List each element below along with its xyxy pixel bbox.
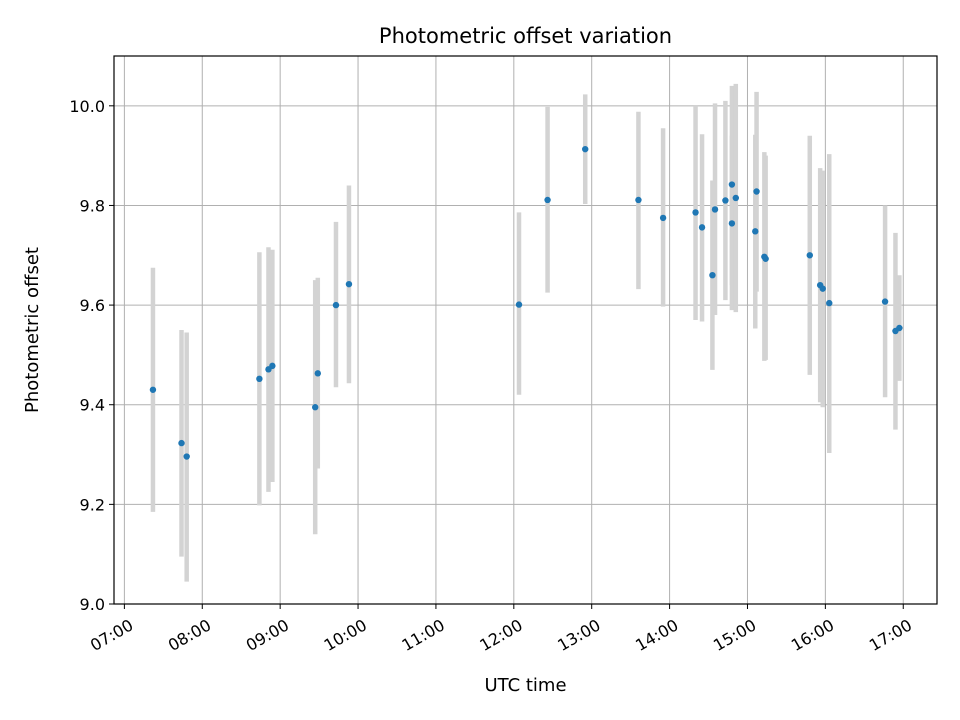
- data-point: [711, 206, 719, 213]
- x-tick-label: 17:00: [866, 615, 915, 655]
- data-point: [149, 386, 157, 393]
- data-point: [269, 362, 276, 370]
- data-point: [178, 439, 185, 447]
- data-point: [332, 301, 340, 309]
- x-tick-label: 11:00: [398, 615, 447, 655]
- y-tick-label: 9.0: [80, 595, 105, 614]
- data-point: [659, 214, 667, 222]
- data-point: [819, 285, 826, 292]
- x-tick-label: 12:00: [476, 615, 525, 655]
- data-point: [345, 280, 353, 288]
- data-point: [722, 197, 729, 204]
- data-point: [544, 196, 551, 204]
- x-tick-label: 14:00: [632, 615, 681, 655]
- y-tick-label: 10.0: [69, 97, 105, 116]
- x-tick-label: 10:00: [321, 615, 370, 655]
- x-tick-label: 07:00: [87, 615, 136, 655]
- data-point: [256, 375, 263, 383]
- data-point: [312, 404, 319, 411]
- data-points: [149, 145, 903, 460]
- data-point: [753, 188, 760, 195]
- data-point: [692, 209, 699, 216]
- x-axis-ticks: 07:00 08:00 09:00 10:00 11:00 12:00 13:00 14:00…: [87, 604, 915, 655]
- data-point: [806, 252, 813, 259]
- data-point: [728, 220, 736, 227]
- x-tick-label: 13:00: [554, 615, 603, 655]
- data-point: [709, 272, 716, 279]
- data-point: [314, 370, 322, 377]
- y-tick-label: 9.4: [80, 396, 105, 415]
- x-tick-label: 16:00: [788, 615, 837, 655]
- data-point: [582, 145, 589, 153]
- grid-lines: [114, 56, 937, 605]
- data-point: [881, 298, 889, 305]
- x-tick-label: 15:00: [710, 615, 759, 655]
- data-point: [826, 299, 833, 307]
- y-tick-label: 9.2: [80, 495, 105, 514]
- y-tick-label: 9.6: [80, 296, 105, 315]
- data-point: [515, 301, 523, 308]
- data-point: [752, 228, 759, 235]
- data-point: [728, 181, 736, 188]
- y-tick-label: 9.8: [80, 196, 105, 215]
- plot-frame: [113, 55, 938, 605]
- y-axis-ticks: 9.0 9.2 9.4 9.6 9.8 10.0: [69, 97, 114, 614]
- data-point: [896, 324, 903, 332]
- x-tick-label: 09:00: [243, 615, 292, 655]
- y-axis-label: Photometric offset: [22, 247, 43, 413]
- data-point: [732, 194, 739, 202]
- chart-title: Photometric offset variation: [379, 24, 672, 48]
- data-point: [183, 453, 190, 460]
- data-point: [635, 196, 642, 204]
- x-axis-label: UTC time: [484, 675, 566, 696]
- data-point: [762, 255, 769, 262]
- error-bars: [150, 83, 902, 582]
- x-tick-label: 08:00: [165, 615, 214, 655]
- data-point: [698, 224, 706, 231]
